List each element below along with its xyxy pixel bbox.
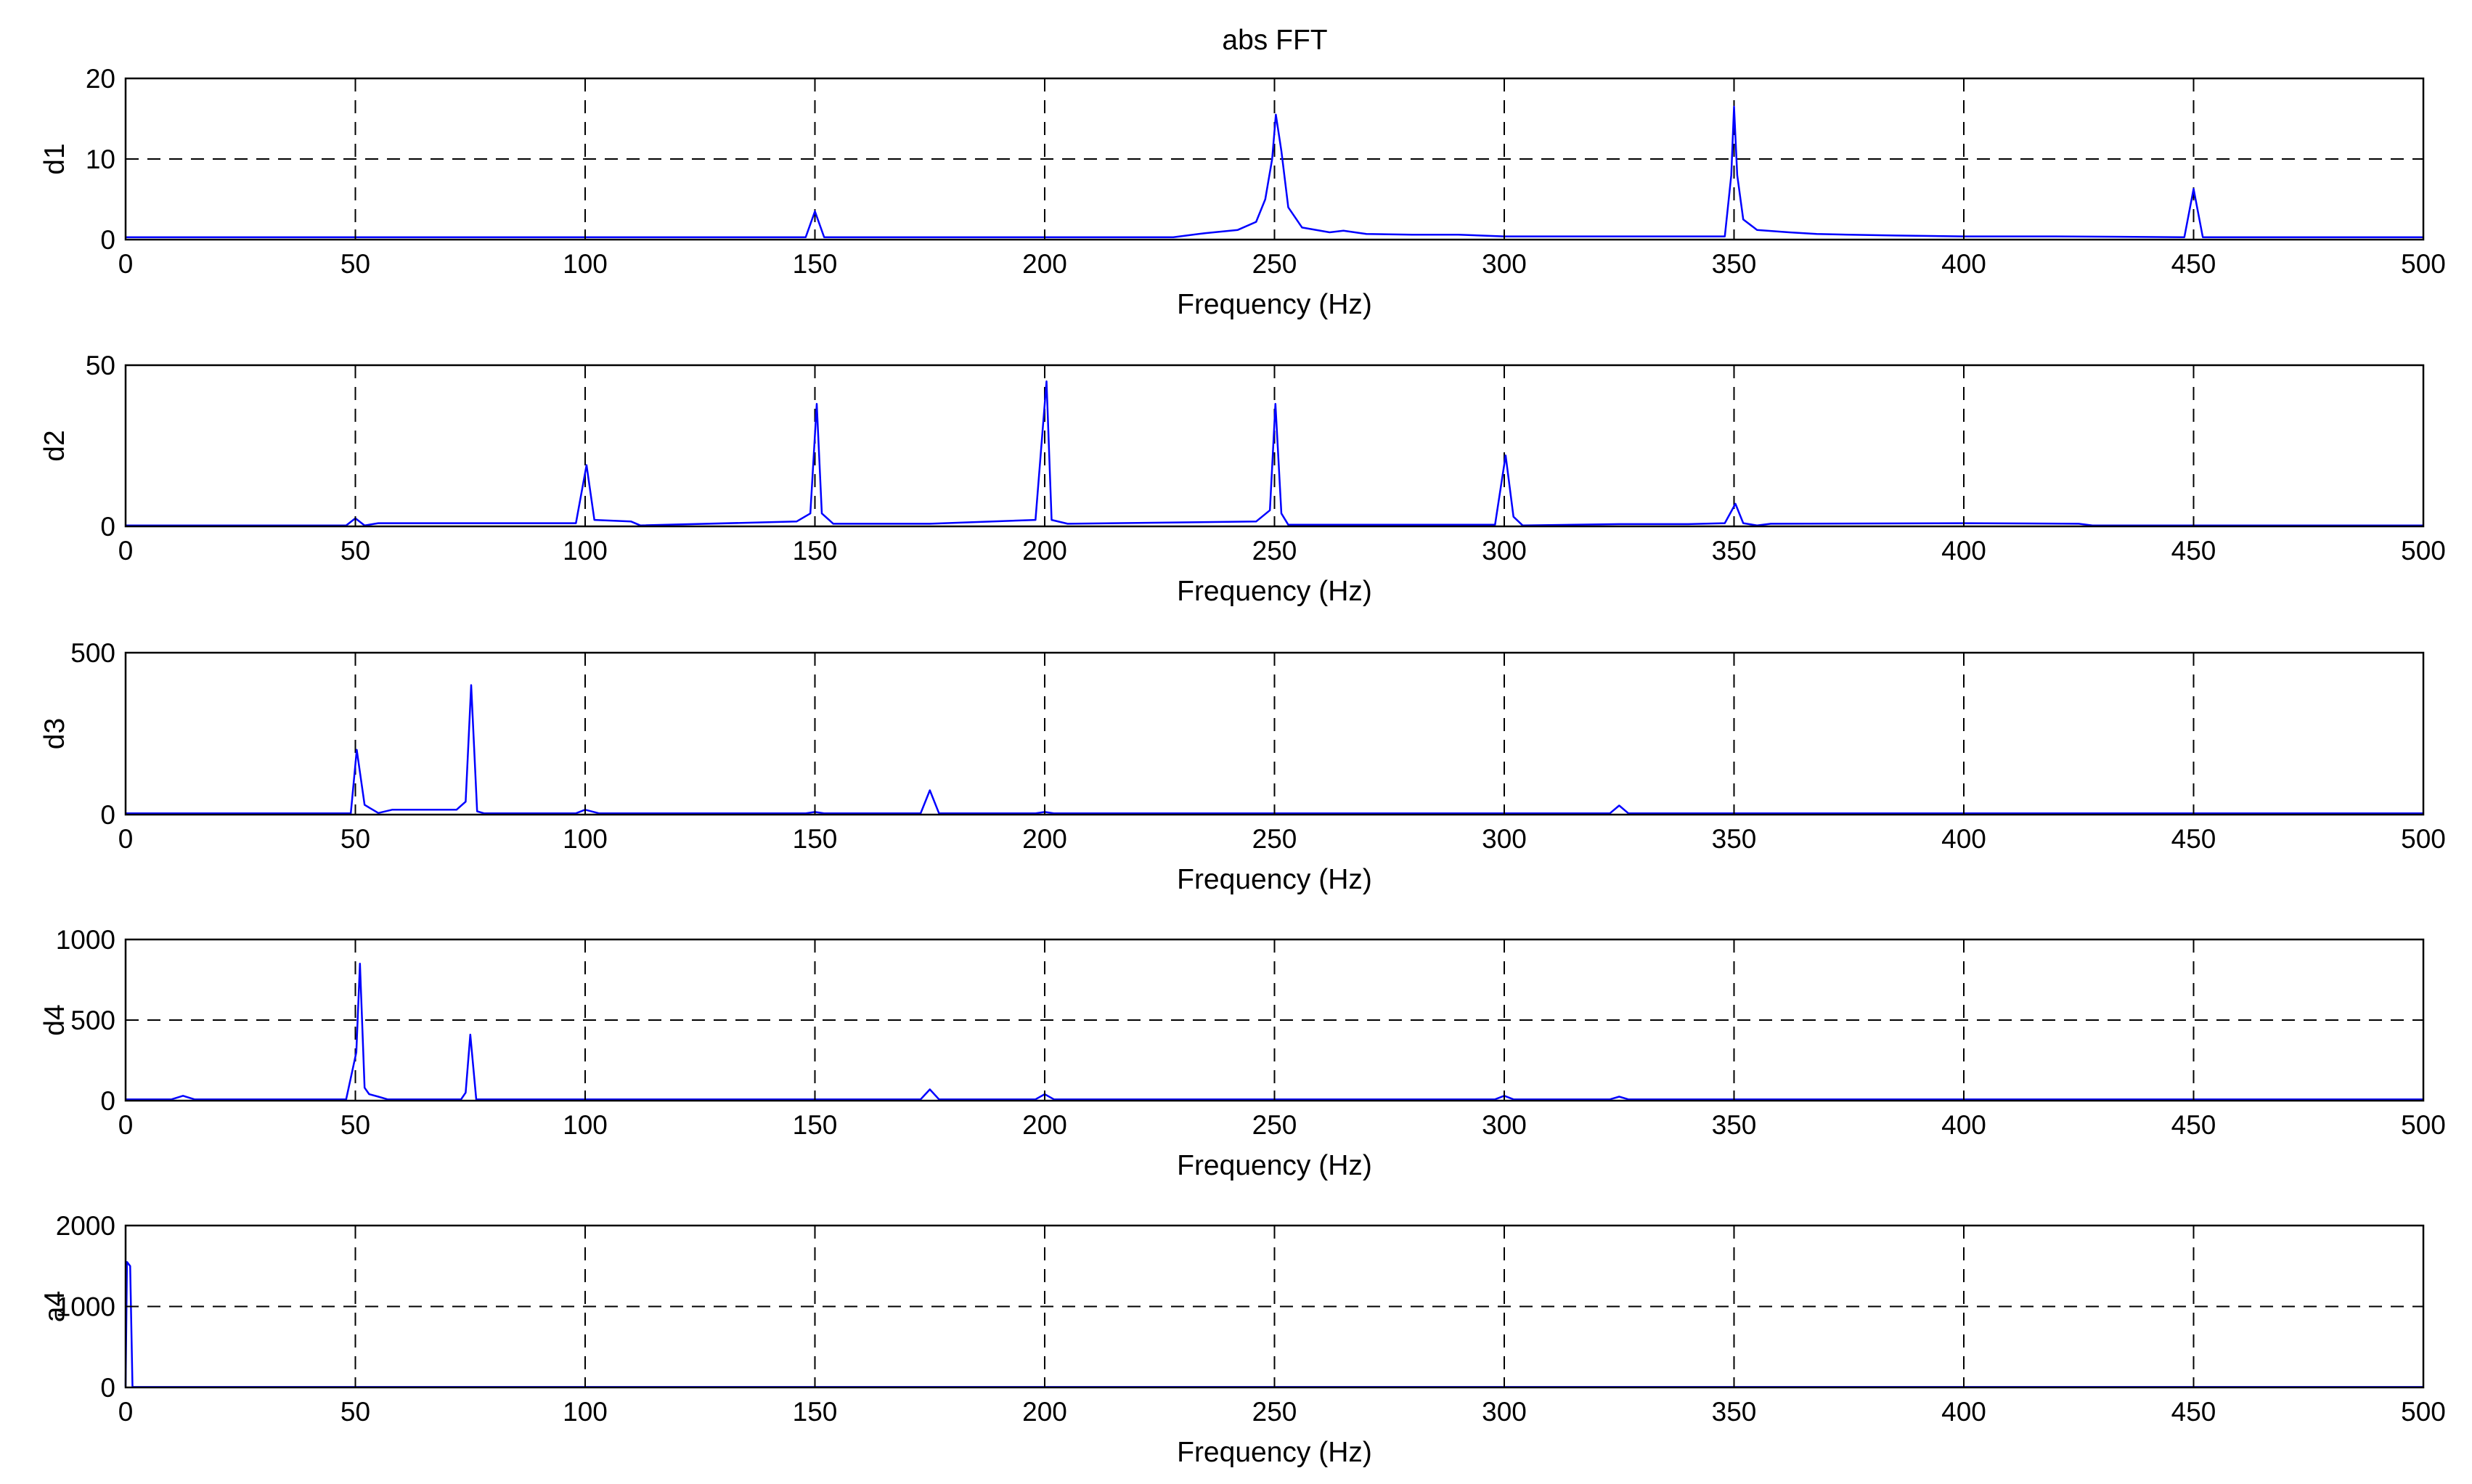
y-tick-label: 0: [100, 225, 115, 255]
x-tick-label: 450: [2171, 1110, 2216, 1140]
x-axis-label: Frequency (Hz): [1177, 864, 1372, 895]
x-tick-label: 0: [118, 824, 134, 854]
x-tick-label: 350: [1712, 1397, 1757, 1427]
x-tick-label: 150: [793, 536, 838, 566]
x-tick-label: 150: [793, 249, 838, 279]
subplot-d1: 0 50 100 150 200 250 300 350 400 450 500 0 10 20 Frequ…: [39, 64, 2446, 320]
x-tick-label: 250: [1252, 536, 1297, 566]
y-tick-label: 2000: [56, 1211, 115, 1241]
x-tick-label: 100: [563, 536, 608, 566]
y-axis-label: d1: [39, 143, 70, 174]
x-tick-label: 350: [1712, 249, 1757, 279]
x-tick-label: 50: [340, 824, 370, 854]
x-axis-label: Frequency (Hz): [1177, 1437, 1372, 1468]
x-tick-label: 0: [118, 1397, 134, 1427]
x-tick-label: 350: [1712, 824, 1757, 854]
y-axis-label: d3: [39, 718, 70, 749]
x-tick-label: 400: [1941, 249, 1986, 279]
x-tick-label: 200: [1022, 1397, 1067, 1427]
x-tick-label: 300: [1482, 1397, 1527, 1427]
subplot-d2: 0 50 100 150 200 250 300 350 400 450 500 0 50 Frequen…: [39, 351, 2446, 607]
y-axis-label: a4: [39, 1291, 70, 1322]
y-tick-label: 0: [100, 1373, 115, 1403]
x-tick-label: 200: [1022, 824, 1067, 854]
x-tick-label: 250: [1252, 249, 1297, 279]
x-tick-label: 450: [2171, 536, 2216, 566]
y-tick-label: 500: [70, 638, 115, 668]
x-tick-label: 500: [2401, 1397, 2446, 1427]
subplot-a4: 0 50 100 150 200 250 300 350 400 450 500 0 1000 2000 F…: [39, 1211, 2446, 1468]
x-axis-label: Frequency (Hz): [1177, 289, 1372, 320]
x-tick-label: 100: [563, 1110, 608, 1140]
y-tick-label: 0: [100, 1086, 115, 1116]
x-tick-label: 300: [1482, 1110, 1527, 1140]
x-tick-label: 400: [1941, 536, 1986, 566]
x-tick-label: 150: [793, 1397, 838, 1427]
x-tick-label: 250: [1252, 824, 1297, 854]
x-tick-label: 100: [563, 1397, 608, 1427]
x-tick-label: 50: [340, 249, 370, 279]
x-tick-label: 400: [1941, 1110, 1986, 1140]
series-line-d1: [126, 105, 2423, 238]
x-tick-label: 0: [118, 536, 134, 566]
y-axis-label: d4: [39, 1004, 70, 1035]
x-tick-label: 100: [563, 824, 608, 854]
x-tick-label: 0: [118, 249, 134, 279]
y-tick-label: 0: [100, 512, 115, 542]
figure-title: abs FFT: [1222, 25, 1327, 56]
x-tick-label: 0: [118, 1110, 134, 1140]
x-tick-label: 300: [1482, 249, 1527, 279]
x-tick-label: 350: [1712, 536, 1757, 566]
x-tick-label: 200: [1022, 1110, 1067, 1140]
x-tick-label: 100: [563, 249, 608, 279]
x-tick-label: 350: [1712, 1110, 1757, 1140]
y-tick-label: 500: [70, 1006, 115, 1035]
x-tick-label: 200: [1022, 536, 1067, 566]
x-tick-label: 200: [1022, 249, 1067, 279]
x-tick-label: 500: [2401, 824, 2446, 854]
x-tick-label: 450: [2171, 824, 2216, 854]
x-axis-label: Frequency (Hz): [1177, 1150, 1372, 1181]
x-tick-label: 150: [793, 824, 838, 854]
y-axis-label: d2: [39, 430, 70, 461]
x-tick-label: 250: [1252, 1110, 1297, 1140]
x-tick-label: 50: [340, 536, 370, 566]
y-tick-label: 50: [86, 351, 115, 380]
y-tick-label: 1000: [56, 925, 115, 955]
x-tick-label: 300: [1482, 824, 1527, 854]
x-tick-label: 250: [1252, 1397, 1297, 1427]
y-tick-label: 0: [100, 800, 115, 830]
y-tick-label: 20: [86, 64, 115, 94]
x-tick-label: 50: [340, 1110, 370, 1140]
subplot-d4: 0 50 100 150 200 250 300 350 400 450 500 0 500 1000 Fr…: [39, 925, 2446, 1181]
x-tick-label: 500: [2401, 1110, 2446, 1140]
x-tick-label: 50: [340, 1397, 370, 1427]
x-tick-label: 500: [2401, 536, 2446, 566]
series-line-d2: [126, 380, 2423, 526]
x-tick-label: 450: [2171, 1397, 2216, 1427]
x-tick-label: 150: [793, 1110, 838, 1140]
series-line-d3: [126, 684, 2423, 815]
y-tick-label: 1000: [56, 1292, 115, 1322]
x-tick-label: 500: [2401, 249, 2446, 279]
x-axis-label: Frequency (Hz): [1177, 576, 1372, 607]
subplot-d3: 0 50 100 150 200 250 300 350 400 450 500 0 500 Freque…: [39, 638, 2446, 895]
x-tick-label: 450: [2171, 249, 2216, 279]
y-tick-label: 10: [86, 144, 115, 174]
x-tick-label: 400: [1941, 824, 1986, 854]
x-tick-label: 400: [1941, 1397, 1986, 1427]
series-line-d4: [126, 963, 2423, 1101]
x-tick-label: 300: [1482, 536, 1527, 566]
